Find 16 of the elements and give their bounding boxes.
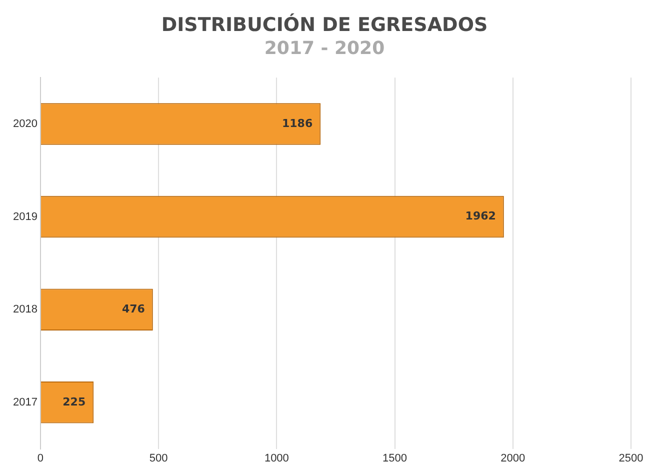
x-tick-label: 0 [37, 452, 44, 464]
x-tick-label: 1500 [382, 452, 408, 464]
data-label: 1186 [282, 116, 313, 130]
x-tick-label: 2000 [500, 452, 526, 464]
y-tick-label: 2019 [12, 210, 38, 223]
x-tick-label: 500 [149, 452, 168, 464]
y-tick-label: 2017 [12, 396, 38, 408]
data-label: 476 [122, 302, 146, 316]
chart-subtitle: 2017 - 2020 [263, 38, 386, 59]
data-label: 225 [62, 395, 86, 408]
y-tick-label: 2020 [12, 118, 38, 130]
y-tick-label: 2018 [12, 304, 38, 316]
x-tick-label: 1000 [264, 452, 289, 464]
x-tick-label: 2500 [618, 452, 644, 464]
data-label: 1962 [465, 210, 496, 223]
chart-title: DISTRIBUCIÓN DE EGRESADOS [160, 14, 489, 36]
